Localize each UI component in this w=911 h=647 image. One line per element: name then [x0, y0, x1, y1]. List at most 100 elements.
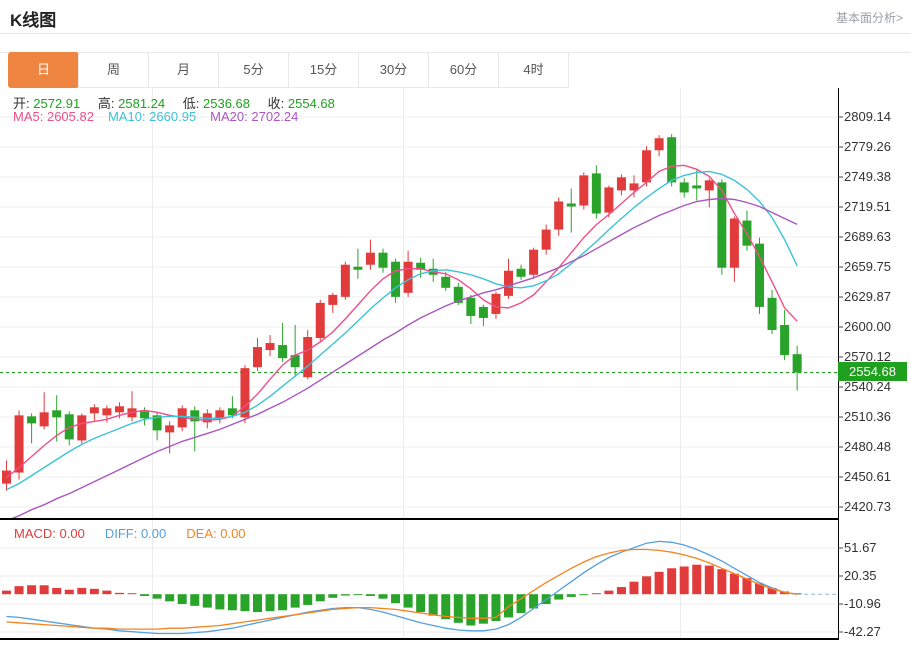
candle-body[interactable]	[152, 415, 162, 431]
candle-body[interactable]	[165, 425, 175, 433]
macd-hist-bar[interactable]	[227, 594, 237, 611]
candle-body[interactable]	[378, 252, 388, 268]
candle-body[interactable]	[315, 302, 325, 339]
macd-hist-bar[interactable]	[353, 594, 363, 596]
candle-body[interactable]	[140, 411, 150, 419]
macd-hist-bar[interactable]	[365, 594, 375, 596]
candle-body[interactable]	[365, 252, 375, 265]
candle-body[interactable]	[190, 410, 200, 422]
macd-hist-bar[interactable]	[717, 569, 727, 595]
macd-hist-bar[interactable]	[202, 594, 212, 608]
macd-hist-bar[interactable]	[290, 594, 300, 608]
candle-body[interactable]	[529, 249, 539, 275]
macd-hist-bar[interactable]	[504, 594, 513, 618]
candle-body[interactable]	[39, 412, 49, 427]
macd-hist-bar[interactable]	[391, 594, 401, 604]
candle-body[interactable]	[579, 175, 589, 206]
macd-hist-bar[interactable]	[140, 594, 150, 596]
macd-hist-bar[interactable]	[441, 594, 451, 620]
candle-body[interactable]	[27, 416, 37, 424]
macd-hist-bar[interactable]	[629, 581, 639, 595]
macd-hist-bar[interactable]	[215, 594, 225, 610]
macd-hist-bar[interactable]	[265, 594, 275, 612]
tab-week[interactable]: 周	[78, 52, 149, 88]
macd-hist-bar[interactable]	[14, 586, 24, 595]
macd-hist-bar[interactable]	[253, 594, 262, 613]
macd-hist-bar[interactable]	[679, 566, 689, 595]
candle-body[interactable]	[667, 137, 677, 183]
candle-body[interactable]	[290, 355, 300, 368]
candle-body[interactable]	[604, 187, 614, 213]
macd-hist-bar[interactable]	[667, 568, 677, 595]
fundamental-analysis-link[interactable]: 基本面分析>	[835, 11, 903, 25]
candle-body[interactable]	[102, 408, 112, 416]
macd-hist-bar[interactable]	[39, 585, 49, 595]
macd-hist-bar[interactable]	[2, 590, 11, 595]
candle-body[interactable]	[755, 243, 764, 307]
macd-hist-bar[interactable]	[340, 594, 350, 596]
candle-body[interactable]	[441, 276, 451, 288]
tab-4hour[interactable]: 4时	[498, 52, 569, 88]
candle-body[interactable]	[278, 345, 288, 359]
candle-body[interactable]	[391, 261, 401, 297]
candle-body[interactable]	[353, 266, 363, 270]
candle-body[interactable]	[717, 182, 727, 268]
macd-hist-bar[interactable]	[591, 593, 601, 595]
macd-hist-bar[interactable]	[102, 590, 112, 595]
candle-body[interactable]	[215, 410, 225, 419]
candle-body[interactable]	[52, 410, 62, 418]
macd-hist-bar[interactable]	[403, 594, 413, 608]
tab-60min[interactable]: 60分	[428, 52, 499, 88]
macd-hist-bar[interactable]	[378, 594, 388, 599]
macd-hist-bar[interactable]	[27, 585, 37, 595]
tab-15min[interactable]: 15分	[288, 52, 359, 88]
candle-body[interactable]	[504, 270, 513, 296]
candle-body[interactable]	[591, 173, 601, 214]
macd-hist-bar[interactable]	[152, 594, 162, 599]
macd-hist-bar[interactable]	[177, 594, 187, 605]
macd-hist-bar[interactable]	[729, 573, 739, 595]
macd-hist-bar[interactable]	[466, 594, 476, 626]
tab-30min[interactable]: 30分	[358, 52, 429, 88]
macd-hist-bar[interactable]	[89, 588, 99, 595]
candle-body[interactable]	[566, 203, 576, 207]
macd-hist-bar[interactable]	[315, 594, 325, 602]
candle-body[interactable]	[767, 297, 777, 330]
macd-hist-bar[interactable]	[491, 594, 501, 622]
candle-body[interactable]	[303, 337, 313, 378]
candle-body[interactable]	[780, 324, 790, 356]
macd-hist-bar[interactable]	[554, 594, 564, 600]
candle-body[interactable]	[516, 268, 526, 277]
candle-body[interactable]	[253, 347, 262, 368]
macd-hist-bar[interactable]	[303, 594, 313, 605]
macd-hist-bar[interactable]	[64, 589, 74, 595]
candle-body[interactable]	[227, 408, 237, 416]
candle-body[interactable]	[729, 218, 739, 268]
candle-body[interactable]	[478, 306, 488, 318]
candle-body[interactable]	[466, 297, 476, 316]
macd-hist-bar[interactable]	[642, 576, 652, 595]
macd-hist-bar[interactable]	[692, 564, 702, 595]
macd-hist-bar[interactable]	[529, 594, 539, 609]
candle-body[interactable]	[340, 264, 350, 297]
candle-body[interactable]	[453, 286, 463, 303]
macd-chart-canvas[interactable]	[0, 520, 911, 640]
macd-hist-bar[interactable]	[742, 578, 752, 595]
macd-hist-bar[interactable]	[516, 594, 526, 613]
tab-day[interactable]: 日	[8, 52, 79, 88]
tab-5min[interactable]: 5分	[218, 52, 289, 88]
candle-body[interactable]	[704, 180, 714, 191]
candlestick-chart-canvas[interactable]	[0, 88, 911, 520]
macd-hist-bar[interactable]	[767, 587, 777, 595]
macd-hist-bar[interactable]	[328, 594, 338, 598]
macd-hist-bar[interactable]	[416, 594, 426, 613]
macd-hist-bar[interactable]	[704, 565, 714, 595]
macd-hist-bar[interactable]	[566, 594, 576, 597]
macd-hist-bar[interactable]	[616, 587, 626, 595]
candle-body[interactable]	[629, 183, 639, 191]
candle-body[interactable]	[554, 201, 564, 230]
candle-body[interactable]	[654, 138, 664, 151]
macd-hist-bar[interactable]	[654, 571, 664, 595]
macd-hist-bar[interactable]	[114, 592, 124, 595]
candle-body[interactable]	[679, 182, 689, 193]
